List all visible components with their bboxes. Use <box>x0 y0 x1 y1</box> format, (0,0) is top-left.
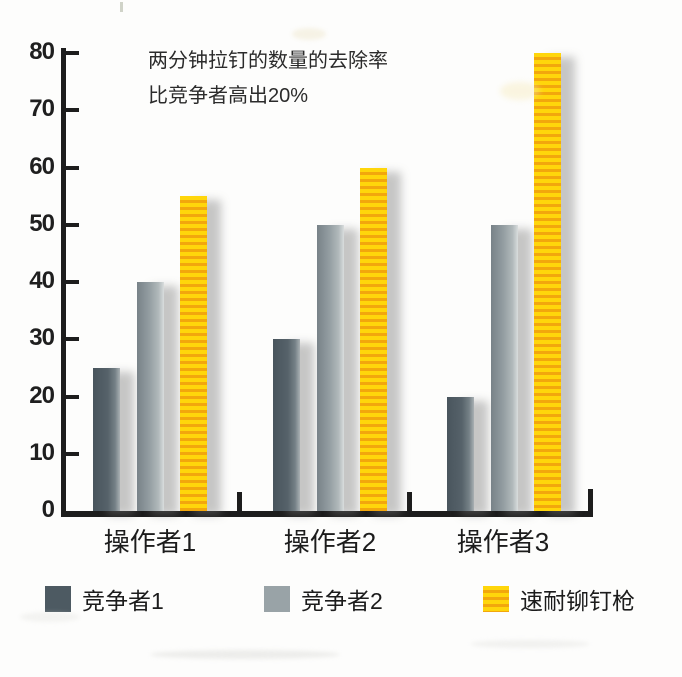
y-axis-label: 0 <box>41 496 55 523</box>
legend-label-competitor1: 竞争者1 <box>82 588 164 614</box>
x-axis-tick <box>407 492 412 512</box>
y-axis-label: 40 <box>29 267 55 294</box>
y-axis-tick <box>66 51 79 55</box>
y-axis-label: 60 <box>29 152 55 180</box>
y-axis <box>61 48 66 516</box>
y-axis-tick <box>66 394 79 399</box>
scan-artifact <box>292 28 326 40</box>
y-axis-label: 20 <box>29 381 55 409</box>
bar-竞争者2-操作者3 <box>491 224 518 511</box>
y-axis-tick <box>66 108 79 113</box>
legend-label-competitor2: 竞争者2 <box>301 588 383 614</box>
x-axis-category-label: 操作者1 <box>103 527 197 557</box>
y-axis-label: 50 <box>29 209 55 237</box>
bar-速耐铆钉枪-操作者3 <box>534 53 561 511</box>
scan-artifact <box>470 640 590 648</box>
y-axis-label: 70 <box>29 95 55 123</box>
chart-annotation: 两分钟拉钉的数量的去除率 比竞争者高出20% <box>148 44 388 114</box>
bar-竞争者1-操作者2 <box>273 339 300 511</box>
x-axis <box>61 511 593 517</box>
legend-swatch-competitor1 <box>45 586 71 612</box>
annotation-line-2: 比竞争者高出20% <box>148 85 309 107</box>
bar-竞争者1-操作者3 <box>447 396 474 511</box>
scan-artifact <box>120 2 123 12</box>
y-axis-tick <box>66 222 79 227</box>
bar-竞争者2-操作者2 <box>317 224 344 511</box>
y-axis-label: 80 <box>29 38 55 65</box>
bar-速耐铆钉枪-操作者2 <box>360 167 387 511</box>
legend-swatch-sunai-rivet-gun <box>483 586 509 612</box>
x-axis-category-label: 操作者3 <box>456 527 550 557</box>
annotation-line-1: 两分钟拉钉的数量的去除率 <box>148 50 388 72</box>
y-axis-tick <box>66 337 79 342</box>
legend-item-sunai-rivet-gun: 速耐铆钉枪 <box>483 582 635 616</box>
y-axis-tick <box>66 165 79 170</box>
bar-竞争者1-操作者1 <box>93 367 120 511</box>
scan-artifact <box>150 650 340 659</box>
x-axis-category-label: 操作者2 <box>283 527 377 557</box>
bar-竞争者2-操作者1 <box>137 282 164 511</box>
bar-速耐铆钉枪-操作者1 <box>180 196 207 511</box>
y-axis-label: 10 <box>29 438 55 466</box>
x-axis-tick <box>237 492 242 512</box>
y-axis-tick <box>66 451 79 456</box>
legend-item-competitor1: 竞争者1 <box>45 582 164 616</box>
x-axis-end-tick <box>588 489 593 512</box>
y-axis-label: 30 <box>29 324 55 352</box>
legend-item-competitor2: 竞争者2 <box>264 582 383 616</box>
legend-label-sunai-rivet-gun: 速耐铆钉枪 <box>520 588 635 614</box>
legend-swatch-competitor2 <box>264 586 290 612</box>
y-axis-tick <box>66 280 79 284</box>
